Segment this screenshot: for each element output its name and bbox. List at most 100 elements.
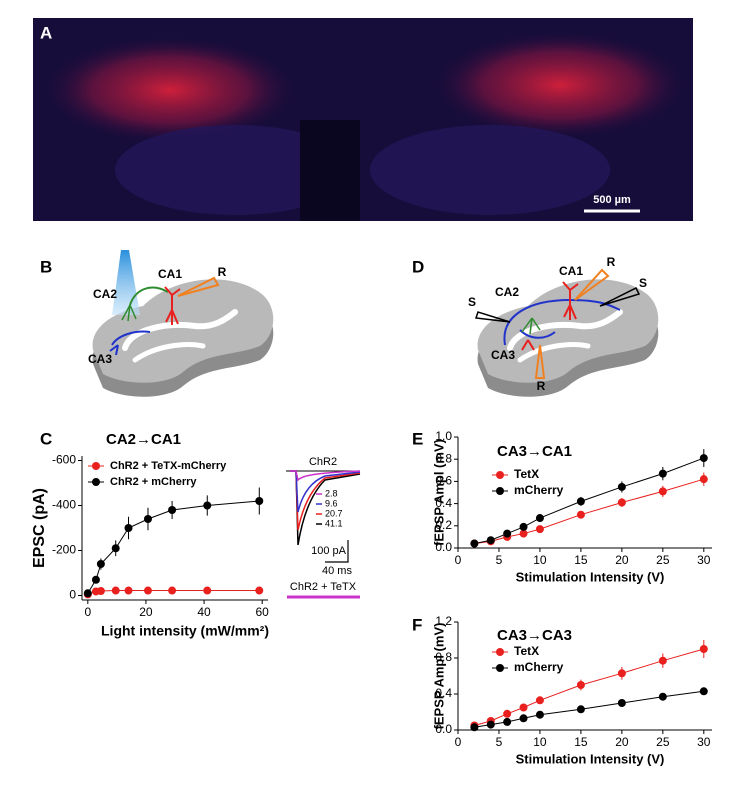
data-point — [168, 506, 177, 514]
legend-marker — [496, 664, 504, 672]
chart-title: CA3→CA3 — [497, 627, 572, 644]
x-tick-label: 0 — [455, 735, 462, 749]
inset-legend-label: 9.6 — [325, 498, 338, 508]
electrode-label: S — [468, 295, 476, 309]
inset-traces — [286, 470, 361, 599]
legend-marker — [496, 648, 504, 656]
x-tick-label: 20 — [615, 553, 629, 567]
region-label: CA3 — [491, 348, 515, 362]
legend-marker — [496, 471, 504, 479]
data-point — [503, 709, 512, 718]
x-tick-label: 15 — [574, 735, 588, 749]
inset-legend-label: 2.8 — [325, 488, 338, 498]
legend-label: mCherry — [514, 483, 564, 497]
data-point — [96, 560, 105, 568]
x-axis-label: Stimulation Intensity (V) — [516, 569, 665, 584]
data-point — [535, 710, 544, 719]
data-point — [255, 497, 264, 505]
legend-label: ChR2 + mCherry — [110, 476, 197, 488]
data-point — [124, 524, 133, 532]
data-point — [576, 681, 585, 689]
legend-label: TetX — [514, 467, 539, 481]
data-point — [576, 497, 585, 506]
panel-label: C — [40, 429, 52, 448]
inset-title: ChR2 — [309, 456, 337, 468]
data-point — [699, 687, 708, 696]
data-point — [503, 717, 512, 726]
x-tick-label: 10 — [533, 735, 547, 749]
y-tick-label: 0.6 — [435, 474, 452, 488]
data-point — [111, 586, 120, 595]
data-point — [658, 692, 667, 701]
data-point — [535, 514, 544, 523]
slice-diagram: CA1 R S S CA2 CA3 R — [468, 255, 658, 397]
data-point — [470, 723, 479, 732]
data-point — [519, 522, 528, 531]
data-point — [96, 587, 105, 595]
data-point — [617, 699, 626, 707]
y-axis-label: fEPSP Ampl (mV) — [431, 439, 446, 546]
x-tick-label: 40 — [197, 605, 211, 619]
y-tick-label: 0.0 — [435, 540, 452, 554]
data-point — [699, 475, 708, 484]
y-axis-label: EPSC (pA) — [31, 488, 48, 568]
x-tick-label: 5 — [496, 553, 503, 567]
x-tick-label: 25 — [656, 735, 670, 749]
inset-lower-title: ChR2 + TeTX — [290, 581, 357, 593]
chart-title: CA3→CA1 — [497, 443, 572, 460]
data-point — [658, 469, 667, 478]
data-point — [470, 539, 479, 548]
legend-label: ChR2 + TeTX-mCherry — [110, 460, 227, 472]
region-label: CA3 — [88, 352, 112, 366]
y-tick-label: -200 — [52, 543, 76, 557]
electrode-label: R — [607, 255, 616, 269]
legend-marker — [496, 487, 504, 495]
data-point — [124, 586, 133, 595]
data-point — [699, 645, 708, 653]
data-point — [83, 589, 92, 598]
panel-label: A — [40, 23, 52, 42]
electrode-label: S — [639, 276, 647, 290]
x-tick-label: 15 — [574, 553, 588, 567]
data-point — [503, 529, 512, 538]
y-tick-label: 1.2 — [435, 614, 452, 628]
data-point — [535, 525, 544, 534]
data-point — [91, 575, 100, 584]
x-tick-label: 0 — [455, 553, 462, 567]
legend-label: mCherry — [514, 660, 564, 674]
inset-legend-label: 20.7 — [325, 508, 343, 518]
slice-diagram: CA2 CA1 CA3 R — [88, 250, 273, 397]
electrode-label: R — [218, 265, 227, 279]
y-tick-label: -600 — [52, 453, 76, 467]
data-point — [617, 482, 626, 491]
data-point — [143, 515, 152, 523]
legend-marker — [92, 462, 100, 470]
x-axis-label: Stimulation Intensity (V) — [516, 751, 665, 766]
legend-label: TetX — [514, 644, 539, 658]
region-label: CA1 — [559, 264, 583, 278]
data-point — [576, 705, 585, 714]
y-axis-label: fEPSP Ampl (mV) — [431, 623, 446, 730]
data-point — [203, 586, 212, 595]
y-tick-label: 0.8 — [435, 650, 452, 664]
y-tick-label: 0 — [69, 588, 76, 602]
x-tick-label: 25 — [656, 553, 670, 567]
data-point — [658, 487, 667, 496]
data-point — [535, 696, 544, 705]
scale-label: 500 µm — [593, 194, 631, 206]
region-label: CA2 — [495, 285, 519, 299]
legend-marker — [92, 478, 100, 486]
y-tick-label: 0.4 — [435, 686, 452, 700]
data-point — [486, 536, 495, 545]
data-point — [255, 586, 264, 595]
data-point — [519, 714, 528, 723]
panel-label: D — [412, 257, 424, 276]
x-axis-label: Light intensity (mW/mm²) — [101, 623, 269, 639]
inset-scale-x: 40 ms — [322, 565, 352, 577]
x-tick-label: 10 — [533, 553, 547, 567]
x-tick-label: 20 — [615, 735, 629, 749]
region-label: CA1 — [158, 267, 182, 281]
data-point — [168, 586, 177, 595]
y-tick-label: 0.4 — [435, 496, 452, 510]
